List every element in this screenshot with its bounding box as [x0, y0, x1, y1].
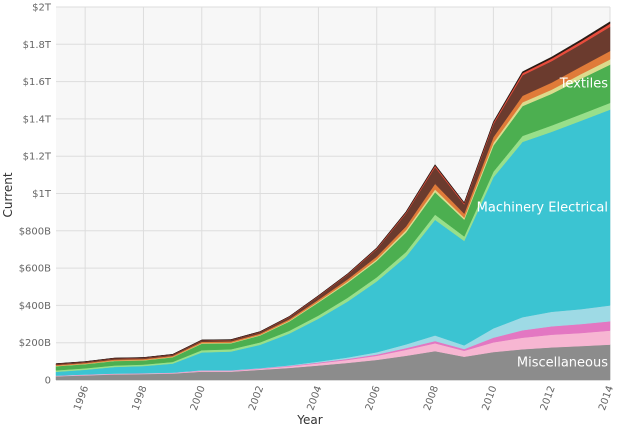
x-tick-label: 2014 [597, 384, 616, 412]
series-label: Textiles [559, 77, 609, 92]
y-tick-label: $1.2T [23, 152, 52, 163]
x-tick-label: 2008 [422, 384, 441, 412]
y-tick-label: 0 [45, 376, 51, 387]
series-labels: Miscellaneous Machinery Electrical Textile… [477, 77, 609, 371]
x-tick-label: 2006 [364, 384, 383, 412]
series-label: Machinery Electrical [477, 200, 608, 215]
series-label: Miscellaneous [517, 355, 608, 370]
x-tick-label: 1998 [131, 384, 150, 412]
y-tick-label: $2T [32, 3, 52, 14]
y-tick-label: $1T [32, 189, 52, 200]
y-tick-label: $400B [19, 301, 51, 312]
y-tick-label: $600B [19, 264, 51, 275]
x-tick-label: 2010 [480, 384, 499, 412]
y-tick-label: $1.8T [23, 40, 52, 51]
area-series-group [55, 21, 611, 381]
x-tick-label: 2012 [539, 384, 558, 412]
x-axis-ticks: 1996 1998 2000 2002 2004 2006 2008 2010 2012 2014 [72, 384, 616, 412]
x-tick-label: 2004 [305, 384, 324, 412]
area-series-11[interactable] [55, 21, 611, 365]
x-axis-title: Year [296, 413, 322, 427]
y-tick-label: $200B [19, 338, 51, 349]
x-tick-label: 2002 [247, 384, 266, 412]
x-tick-label: 2000 [189, 384, 208, 412]
x-tick-label: 1996 [72, 384, 91, 412]
y-tick-label: $1.4T [23, 114, 52, 125]
y-axis-title: Current [1, 172, 15, 217]
y-axis-ticks: 0 $200B $400B $600B $800B $1T $1.2T $1.4T $1.6T $… [19, 3, 52, 387]
y-tick-label: $800B [19, 226, 51, 237]
y-tick-label: $1.6T [23, 77, 52, 88]
